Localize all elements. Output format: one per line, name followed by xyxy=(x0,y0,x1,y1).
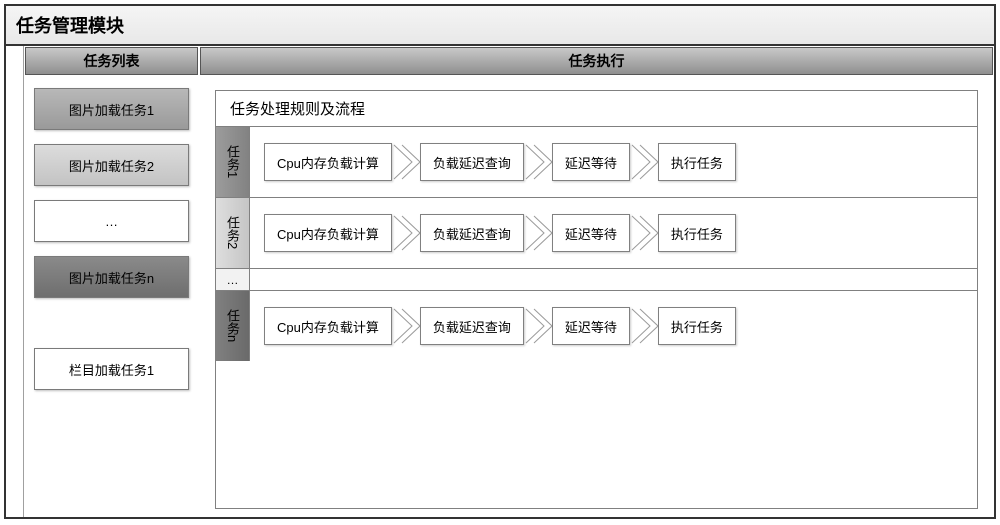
task-item-label: 图片加载任务1 xyxy=(69,100,154,119)
flow: Cpu内存负载计算 负载延迟查询 延迟等待 执行任务 xyxy=(250,198,977,268)
execution-panel: 任务处理规则及流程 任务1 Cpu内存负载计算 负载延迟查询 延迟等待 xyxy=(215,90,978,509)
left-strip xyxy=(6,46,24,517)
task-item-ellipsis: … xyxy=(34,200,189,242)
flow-step: 负载延迟查询 xyxy=(420,307,524,345)
module-title: 任务管理模块 xyxy=(6,6,994,46)
execution-panel-title: 任务处理规则及流程 xyxy=(216,91,977,127)
flow-step-text: Cpu内存负载计算 xyxy=(277,224,379,243)
flow: Cpu内存负载计算 负载延迟查询 延迟等待 执行任务 xyxy=(250,127,977,197)
execution-panel-title-text: 任务处理规则及流程 xyxy=(230,98,365,119)
flow: Cpu内存负载计算 负载延迟查询 延迟等待 执行任务 xyxy=(250,291,977,361)
ellipsis-text: … xyxy=(227,273,239,287)
flow-step: 负载延迟查询 xyxy=(420,143,524,181)
task-item-label: … xyxy=(105,214,118,229)
task-list: 图片加载任务1 图片加载任务2 … 图片加载任务n 栏目加载任务1 xyxy=(24,76,199,402)
flow-step-text: 负载延迟查询 xyxy=(433,317,511,336)
task-item-label: 图片加载任务n xyxy=(69,268,154,287)
chevron-right-icon xyxy=(630,143,658,181)
task-item: 图片加载任务1 xyxy=(34,88,189,130)
flow-step-text: 负载延迟查询 xyxy=(433,224,511,243)
flow-step: 延迟等待 xyxy=(552,307,630,345)
execution-row-label-text: 任务2 xyxy=(223,216,242,249)
execution-body: 任务处理规则及流程 任务1 Cpu内存负载计算 负载延迟查询 延迟等待 xyxy=(199,76,994,517)
module-frame: 任务管理模块 任务列表 图片加载任务1 图片加载任务2 … 图片加载任务n xyxy=(4,4,996,519)
flow-step-text: 延迟等待 xyxy=(565,317,617,336)
execution-column: 任务执行 任务处理规则及流程 任务1 Cpu内存负载计算 xyxy=(199,46,994,517)
task-item-label: 图片加载任务2 xyxy=(69,156,154,175)
flow-step-text: 执行任务 xyxy=(671,224,723,243)
task-item: 图片加载任务n xyxy=(34,256,189,298)
execution-row: 任务1 Cpu内存负载计算 负载延迟查询 延迟等待 执行任务 xyxy=(216,127,977,198)
execution-row-ellipsis-label: … xyxy=(216,269,250,290)
execution-row-label: 任务n xyxy=(216,291,250,361)
execution-row: 任务2 Cpu内存负载计算 负载延迟查询 延迟等待 执行任务 xyxy=(216,198,977,269)
chevron-right-icon xyxy=(524,143,552,181)
flow-step-text: 执行任务 xyxy=(671,153,723,172)
flow-step: 延迟等待 xyxy=(552,143,630,181)
flow-step-text: 执行任务 xyxy=(671,317,723,336)
flow-step-text: Cpu内存负载计算 xyxy=(277,317,379,336)
chevron-right-icon xyxy=(630,307,658,345)
execution-row-label-text: 任务n xyxy=(223,309,242,342)
execution-header-text: 任务执行 xyxy=(569,51,625,71)
task-item-label: 栏目加载任务1 xyxy=(69,360,154,379)
execution-row-ellipsis: … xyxy=(216,269,977,291)
chevron-right-icon xyxy=(630,214,658,252)
task-item: 图片加载任务2 xyxy=(34,144,189,186)
module-title-text: 任务管理模块 xyxy=(16,12,124,38)
flow-step: Cpu内存负载计算 xyxy=(264,143,392,181)
execution-row: 任务n Cpu内存负载计算 负载延迟查询 延迟等待 执行任务 xyxy=(216,291,977,361)
flow-step: Cpu内存负载计算 xyxy=(264,307,392,345)
execution-row-label: 任务2 xyxy=(216,198,250,268)
flow-step: 延迟等待 xyxy=(552,214,630,252)
spacer xyxy=(34,312,189,334)
chevron-right-icon xyxy=(392,214,420,252)
flow-step-text: 负载延迟查询 xyxy=(433,153,511,172)
chevron-right-icon xyxy=(392,307,420,345)
flow-step: 执行任务 xyxy=(658,214,736,252)
module-body: 任务列表 图片加载任务1 图片加载任务2 … 图片加载任务n 栏目加载任务1 xyxy=(6,46,994,517)
task-item-extra: 栏目加载任务1 xyxy=(34,348,189,390)
task-list-column: 任务列表 图片加载任务1 图片加载任务2 … 图片加载任务n 栏目加载任务1 xyxy=(24,46,199,517)
flow-step: 负载延迟查询 xyxy=(420,214,524,252)
chevron-right-icon xyxy=(524,307,552,345)
flow-step: 执行任务 xyxy=(658,143,736,181)
task-list-header: 任务列表 xyxy=(25,47,198,75)
chevron-right-icon xyxy=(392,143,420,181)
flow-step: Cpu内存负载计算 xyxy=(264,214,392,252)
execution-row-label-text: 任务1 xyxy=(223,145,242,178)
flow-step-text: 延迟等待 xyxy=(565,224,617,243)
execution-header: 任务执行 xyxy=(200,47,993,75)
chevron-right-icon xyxy=(524,214,552,252)
flow-step-text: Cpu内存负载计算 xyxy=(277,153,379,172)
flow-step-text: 延迟等待 xyxy=(565,153,617,172)
flow-step: 执行任务 xyxy=(658,307,736,345)
execution-row-label: 任务1 xyxy=(216,127,250,197)
task-list-header-text: 任务列表 xyxy=(84,51,140,71)
